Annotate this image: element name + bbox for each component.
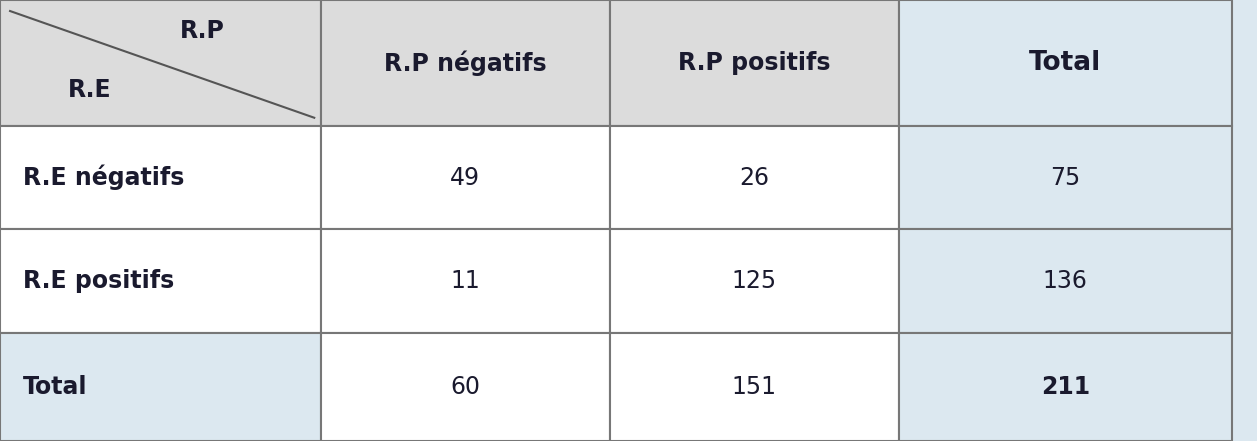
Bar — [321, 0, 610, 126]
Bar — [899, 229, 1232, 333]
Bar — [899, 333, 1232, 441]
Bar — [610, 0, 899, 126]
Bar — [610, 333, 899, 441]
Bar — [321, 229, 610, 333]
Bar — [0, 126, 321, 229]
Text: 75: 75 — [1050, 165, 1081, 190]
Text: Total: Total — [23, 375, 87, 399]
Bar — [0, 333, 321, 441]
Text: 211: 211 — [1041, 375, 1090, 399]
Bar — [321, 126, 610, 229]
Text: R.P négatifs: R.P négatifs — [383, 50, 547, 75]
Bar — [899, 0, 1232, 126]
Text: 11: 11 — [450, 269, 480, 293]
Text: 60: 60 — [450, 375, 480, 399]
Bar — [610, 229, 899, 333]
Bar — [0, 0, 321, 126]
Bar — [0, 229, 321, 333]
Text: 26: 26 — [739, 165, 769, 190]
Bar — [610, 126, 899, 229]
Text: R.E négatifs: R.E négatifs — [23, 165, 184, 190]
Text: 49: 49 — [450, 165, 480, 190]
Text: 125: 125 — [732, 269, 777, 293]
Text: 151: 151 — [732, 375, 777, 399]
Text: R.P positifs: R.P positifs — [678, 51, 831, 75]
Bar — [321, 333, 610, 441]
Text: R.E positifs: R.E positifs — [23, 269, 173, 293]
Text: 136: 136 — [1043, 269, 1087, 293]
Text: R.P: R.P — [180, 19, 225, 43]
Text: Total: Total — [1029, 50, 1101, 76]
Bar — [899, 126, 1232, 229]
Text: R.E: R.E — [68, 78, 112, 102]
